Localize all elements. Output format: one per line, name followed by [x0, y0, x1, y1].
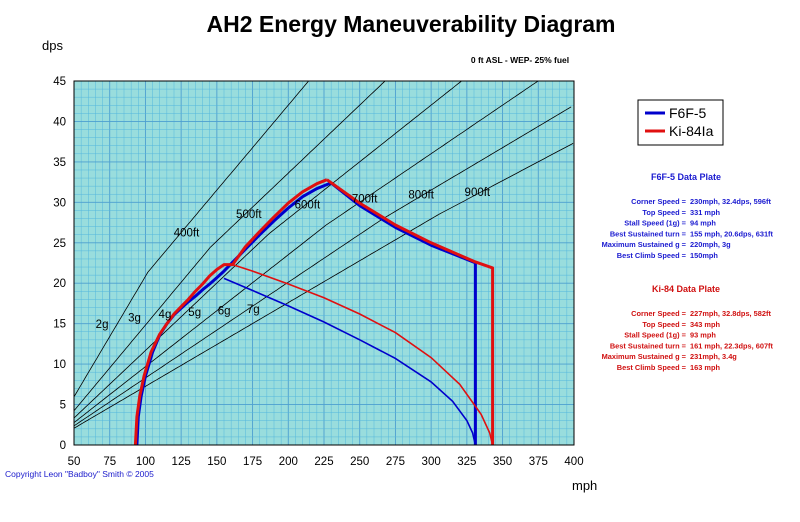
- y-tick-label: 45: [53, 76, 66, 88]
- plate-row-value: 227mph, 32.8dps, 582ft: [690, 309, 771, 318]
- radius-line-800: [382, 106, 572, 220]
- plate-row-label: Maximum Sustained g =: [602, 352, 687, 361]
- y-tick-label: 15: [53, 319, 66, 331]
- radius-line-700: [325, 81, 539, 226]
- radius-line-label: 600ft: [295, 199, 321, 211]
- plate-row-label: Corner Speed =: [631, 309, 687, 318]
- plate-row-label: Maximum Sustained g =: [602, 240, 687, 249]
- ki84-envelope-curve: [326, 178, 495, 445]
- plate-row-value: 94 mph: [690, 219, 716, 228]
- legend-label-f6f: F6F-5: [669, 105, 707, 121]
- x-tick-label: 75: [103, 456, 116, 468]
- plate-row-label: Best Sustained turn =: [610, 229, 687, 238]
- y-axis-label: dps: [42, 38, 63, 53]
- g-line-label: 2g: [96, 319, 109, 331]
- plate-row-value: 343 mph: [690, 320, 720, 329]
- plate-row-value: 220mph, 3g: [690, 240, 731, 249]
- radius-line-label: 900ft: [465, 187, 491, 199]
- x-tick-label: 300: [422, 456, 441, 468]
- plate-title: Ki-84 Data Plate: [652, 284, 720, 294]
- g-line-7: [74, 214, 440, 429]
- plot-frame: [73, 80, 575, 446]
- radius-line-600: [268, 81, 463, 235]
- x-tick-label: 375: [529, 456, 548, 468]
- plate-row-label: Best Climb Speed =: [617, 363, 687, 372]
- plate-row-label: Stall Speed (1g) =: [624, 331, 686, 340]
- legend-label-ki84: Ki-84Ia: [669, 123, 714, 139]
- plate-row-value: 161 mph, 22.3dps, 607ft: [690, 341, 774, 350]
- plate-row-value: 155 mph, 20.6dps, 631ft: [690, 229, 774, 238]
- radius-line-900: [438, 143, 574, 215]
- grid: [74, 81, 574, 445]
- x-tick-label: 275: [386, 456, 405, 468]
- plate-row-label: Best Climb Speed =: [617, 251, 687, 260]
- plate-row-label: Top Speed =: [642, 208, 686, 217]
- g-line-label: 6g: [218, 305, 231, 317]
- y-tick-label: 25: [53, 238, 66, 250]
- g-line-label: 4g: [159, 309, 172, 321]
- x-tick-label: 350: [493, 456, 512, 468]
- legend: F6F-5 Ki-84Ia: [637, 99, 724, 146]
- x-tick-label: 325: [457, 456, 476, 468]
- x-tick-label: 225: [314, 456, 333, 468]
- radius-line-label: 700ft: [352, 194, 378, 206]
- reference-lines: [74, 81, 574, 429]
- y-tick-label: 0: [60, 440, 66, 452]
- ki84-sustained-curve: [232, 263, 494, 445]
- y-tick-label: 30: [53, 197, 66, 209]
- y-tick-label: 10: [53, 359, 66, 371]
- chart-title: AH2 Energy Maneuverability Diagram: [206, 11, 615, 37]
- g-line-6: [74, 218, 383, 427]
- radius-line-label: 400ft: [174, 227, 200, 239]
- x-tick-label: 100: [136, 456, 155, 468]
- plate-row-value: 93 mph: [690, 331, 716, 340]
- plate-row-value: 331 mph: [690, 208, 720, 217]
- g-line-2: [74, 271, 149, 398]
- plate-row-label: Best Sustained turn =: [610, 341, 687, 350]
- radius-line-500: [210, 81, 386, 248]
- y-tick-label: 35: [53, 157, 66, 169]
- x-tick-label: 150: [207, 456, 226, 468]
- g-line-label: 7g: [247, 304, 260, 316]
- plate-row-value: 163 mph: [690, 363, 720, 372]
- plate-row-label: Stall Speed (1g) =: [624, 219, 686, 228]
- plate-row-label: Top Speed =: [642, 320, 686, 329]
- plate-row-label: Corner Speed =: [631, 197, 687, 206]
- radius-line-400: [147, 81, 310, 273]
- y-tick-label: 20: [53, 278, 66, 290]
- x-tick-label: 50: [68, 456, 81, 468]
- g-line-label: 5g: [188, 307, 201, 319]
- plate-row-value: 230mph, 32.4dps, 596ft: [690, 197, 771, 206]
- ki84-instantaneous-curve: [133, 178, 328, 445]
- plate-title: F6F-5 Data Plate: [651, 172, 721, 182]
- plate-row-value: 231mph, 3.4g: [690, 352, 737, 361]
- g-line-label: 3g: [128, 313, 141, 325]
- x-tick-label: 175: [243, 456, 262, 468]
- x-tick-label: 400: [564, 456, 583, 468]
- y-tick-label: 5: [60, 400, 66, 412]
- x-tick-label: 250: [350, 456, 369, 468]
- f6f-sustained-curve: [223, 277, 477, 445]
- g-line-3: [74, 247, 211, 411]
- chart-subtitle: 0 ft ASL - WEP- 25% fuel: [471, 55, 569, 65]
- g-line-5: [74, 224, 327, 423]
- radius-line-label: 500ft: [236, 209, 262, 221]
- copyright-text: Copyright Leon "Badboy" Smith © 2005: [5, 469, 154, 479]
- x-tick-label: 125: [172, 456, 191, 468]
- reference-labels: 2g 3g 4g 5g 6g 7g 400ft 500ft 600ft 700ft 800ft 900…: [96, 187, 491, 331]
- legend-box: [637, 99, 724, 146]
- y-tick-label: 40: [53, 116, 66, 128]
- radius-line-label: 800ft: [408, 190, 434, 202]
- axis-ticks: 50 75 100 125 150 175 200 225 250 275 300 325 350 375…: [53, 76, 583, 468]
- x-tick-label: 200: [279, 456, 298, 468]
- x-axis-label: mph: [572, 478, 597, 493]
- g-line-4: [74, 233, 270, 419]
- plate-row-value: 150mph: [690, 251, 718, 260]
- series-lines: [133, 178, 495, 445]
